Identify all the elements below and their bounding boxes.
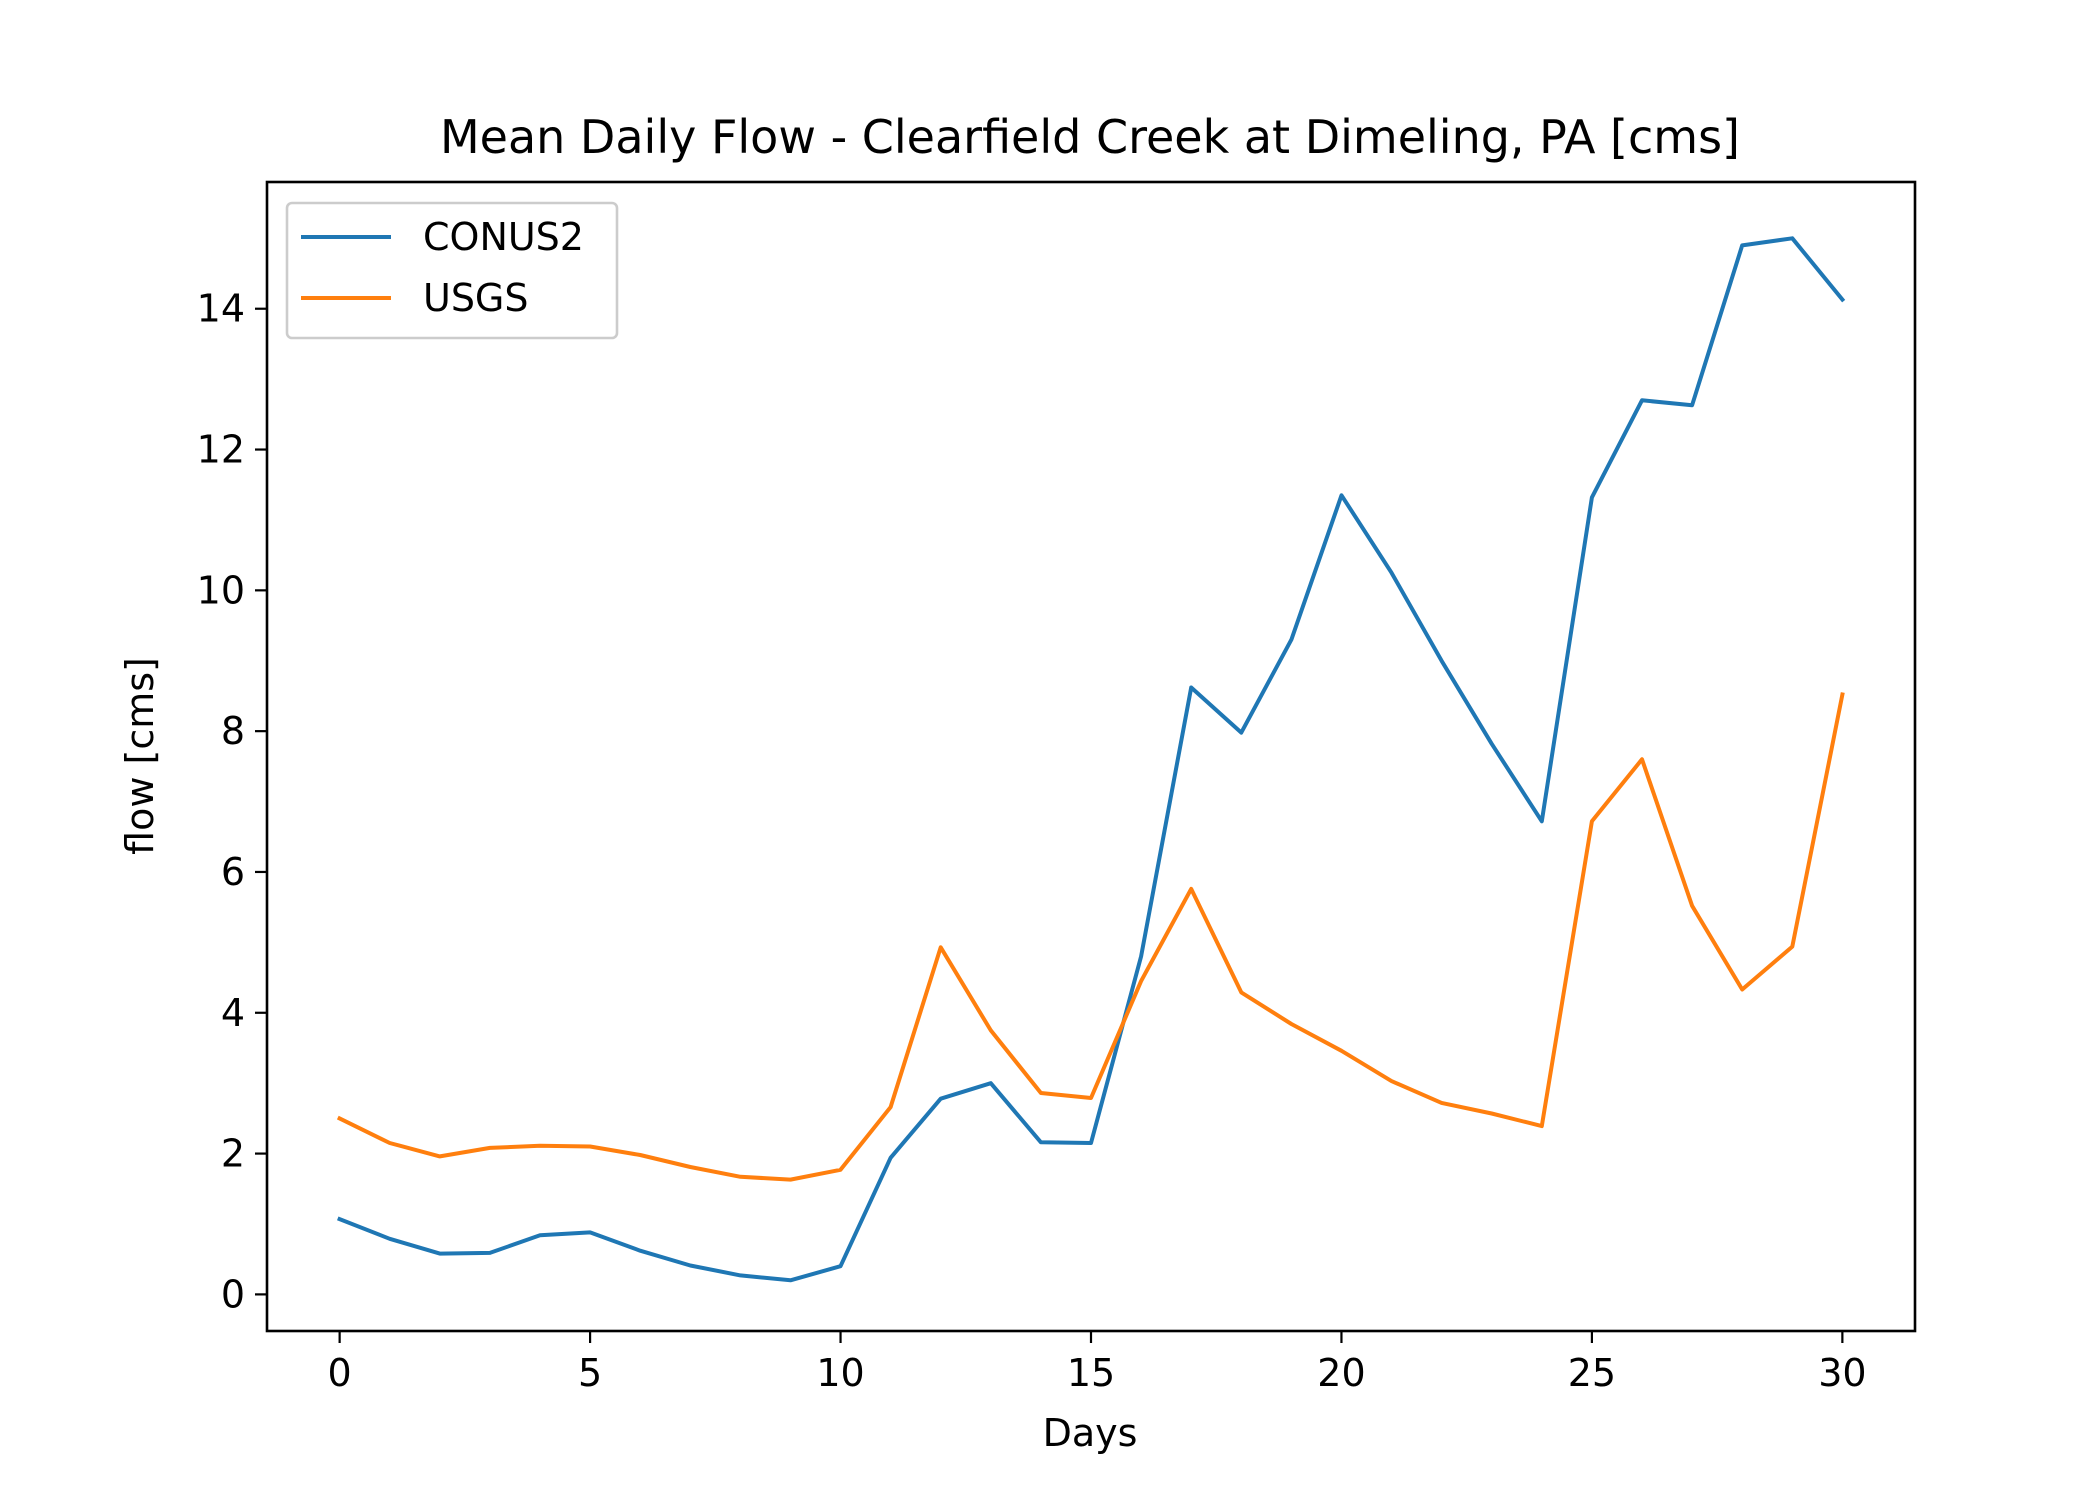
series-line-conus2 — [337, 236, 1846, 1283]
y-tick-label: 4 — [221, 991, 245, 1035]
y-axis: 0 2 4 6 8 10 12 14 — [197, 287, 267, 1316]
x-axis-label: Days — [1043, 1411, 1138, 1455]
plot-area — [265, 180, 1917, 1333]
y-axis-label: flow [cms] — [118, 657, 162, 855]
x-axis: 0 5 10 15 20 25 30 — [328, 1331, 1867, 1395]
y-tick-label: 8 — [221, 709, 245, 753]
legend-label-usgs: USGS — [423, 276, 529, 320]
x-tick-label: 5 — [578, 1351, 602, 1395]
y-tick-label: 14 — [197, 287, 245, 331]
x-tick-label: 25 — [1568, 1351, 1616, 1395]
y-tick-label: 12 — [197, 428, 245, 472]
x-tick-label: 30 — [1818, 1351, 1866, 1395]
x-tick-label: 10 — [816, 1351, 864, 1395]
y-tick-label: 10 — [197, 568, 245, 612]
series-lines — [336, 236, 1846, 1283]
y-tick-label: 6 — [221, 850, 245, 894]
chart-title: Mean Daily Flow - Clearfield Creek at Di… — [440, 110, 1740, 164]
y-tick-label: 2 — [221, 1132, 245, 1176]
x-tick-label: 20 — [1317, 1351, 1365, 1395]
x-tick-label: 15 — [1067, 1351, 1115, 1395]
series-line-usgs — [336, 692, 1845, 1182]
x-tick-label: 0 — [328, 1351, 352, 1395]
legend-label-conus2: CONUS2 — [423, 215, 584, 259]
y-tick-label: 0 — [221, 1272, 245, 1316]
legend: CONUS2 USGS — [285, 201, 619, 340]
